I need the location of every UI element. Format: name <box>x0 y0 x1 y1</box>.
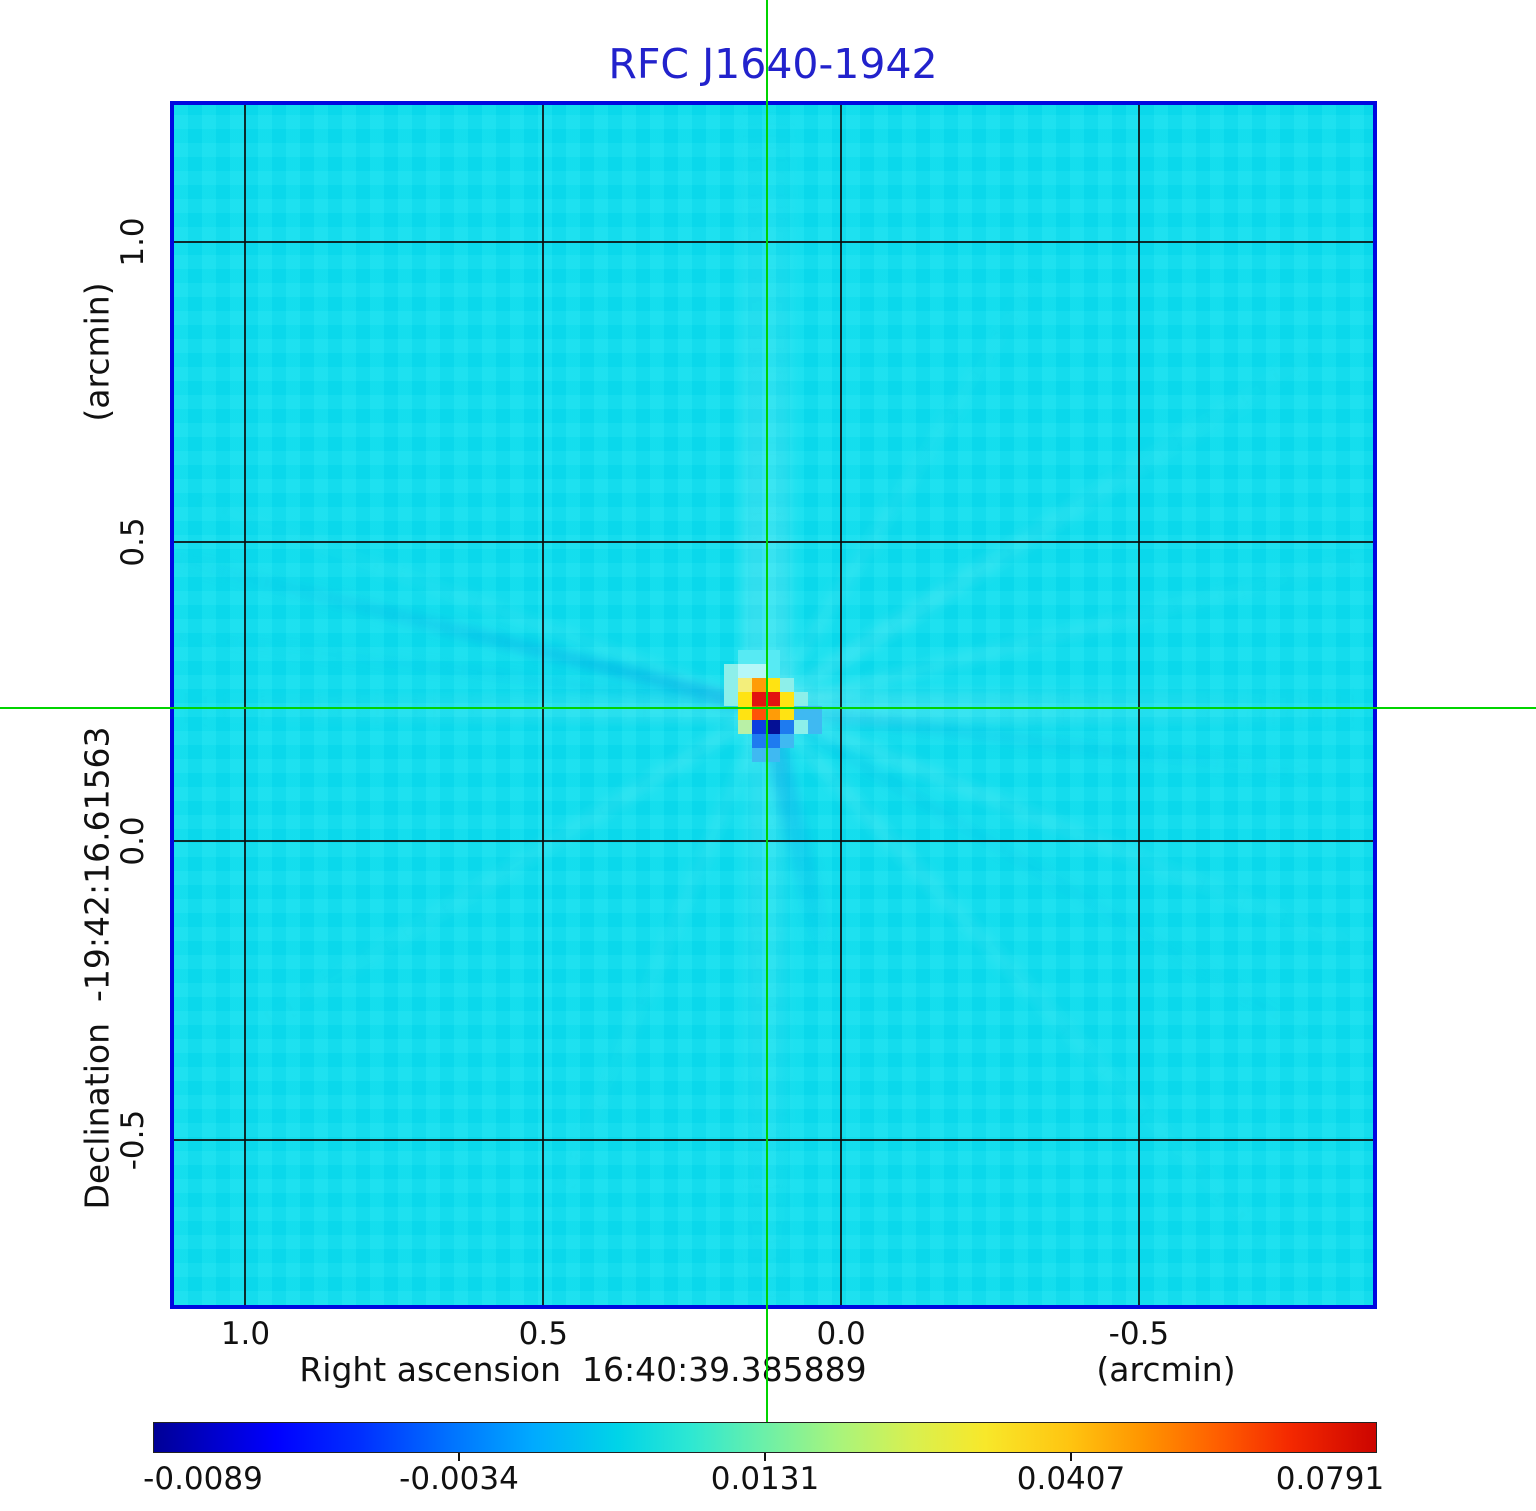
x-tick-label: 0.0 <box>816 1316 866 1352</box>
sky-map-panel <box>170 101 1377 1309</box>
source-pixel <box>752 720 766 734</box>
gridline-horizontal <box>174 540 1373 543</box>
source-pixel <box>780 692 794 706</box>
gridline-horizontal <box>174 839 1373 842</box>
gridline-vertical <box>542 105 545 1305</box>
colorbar <box>153 1422 1377 1453</box>
gridline-vertical <box>840 105 843 1305</box>
source-pixel <box>766 748 780 762</box>
source-pixel <box>738 720 752 734</box>
x-tick-label: 0.5 <box>518 1316 568 1352</box>
colorbar-tick <box>1070 1453 1072 1461</box>
gridline-horizontal <box>174 241 1373 244</box>
source-pixel <box>724 664 738 678</box>
source-pixel <box>808 706 822 720</box>
x-axis-unit: (arcmin) <box>1096 1350 1236 1389</box>
colorbar-tick <box>764 1453 766 1461</box>
colorbar-tick <box>458 1453 460 1461</box>
source-pixel <box>752 678 766 692</box>
source-pixel <box>808 720 822 734</box>
source-pixel <box>724 678 738 692</box>
source-pixel <box>738 706 752 720</box>
plot-title: RFC J1640-1942 <box>608 40 938 88</box>
source-pixel <box>766 664 780 678</box>
y-axis-unit: (arcmin) <box>77 282 117 422</box>
colorbar-tick-label: -0.0034 <box>399 1461 519 1497</box>
source-pixel <box>752 734 766 748</box>
source-pixel <box>766 678 780 692</box>
source-pixel <box>752 664 766 678</box>
y-tick-label: 0.0 <box>115 816 151 866</box>
colorbar-tick-label: -0.0089 <box>143 1461 263 1497</box>
source-pixel <box>738 664 752 678</box>
source-pixel <box>766 706 780 720</box>
x-tick-label: -0.5 <box>1108 1316 1170 1352</box>
y-tick-label: 0.5 <box>115 516 151 567</box>
y-tick-label: -0.5 <box>115 1110 151 1171</box>
source-pixel <box>738 692 752 706</box>
x-tick-label: 1.0 <box>220 1316 271 1352</box>
source-pixel <box>766 692 780 706</box>
x-axis-label: Right ascension 16:40:39.385889 <box>299 1350 867 1389</box>
y-tick-label: 1.0 <box>115 217 151 267</box>
source-pixel <box>780 678 794 692</box>
source-pixel <box>780 734 794 748</box>
source-pixel <box>766 720 780 734</box>
crosshair-vertical-line <box>766 0 769 1422</box>
source-pixel <box>752 692 766 706</box>
source-pixel <box>752 748 766 762</box>
y-axis-label: Declination -19:42:16.61563 <box>77 726 117 1210</box>
colorbar-tick-label: 0.0791 <box>1275 1461 1385 1497</box>
colorbar-tick-label: 0.0131 <box>710 1461 820 1497</box>
source-pixel <box>724 692 738 706</box>
source-pixel <box>752 706 766 720</box>
source-pixel <box>766 734 780 748</box>
source-pixel <box>766 650 780 664</box>
source-pixel <box>794 720 808 734</box>
source-pixel <box>780 720 794 734</box>
source-pixel <box>752 650 766 664</box>
gridline-vertical <box>244 105 247 1305</box>
colorbar-tick-label: 0.0407 <box>1016 1461 1126 1497</box>
gridline-horizontal <box>174 1139 1373 1142</box>
crosshair-horizontal-line <box>0 706 1536 709</box>
source-pixel <box>794 692 808 706</box>
source-pixel <box>780 706 794 720</box>
gridline-vertical <box>1137 105 1140 1305</box>
source-pixel <box>794 706 808 720</box>
source-pixel <box>738 678 752 692</box>
source-pixel <box>738 650 752 664</box>
